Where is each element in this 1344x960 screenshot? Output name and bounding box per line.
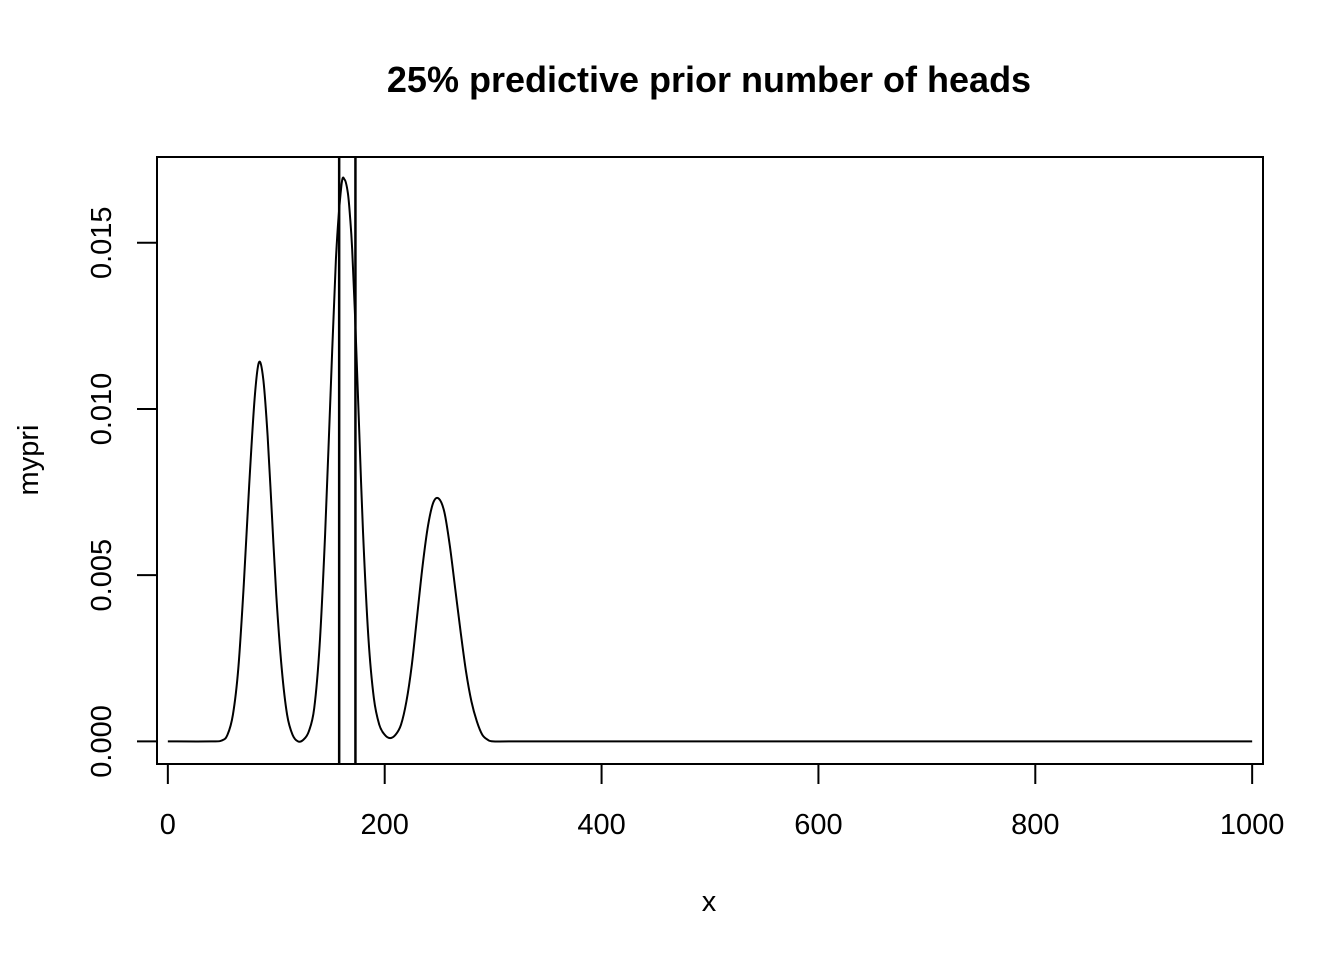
y-tick-label: 0.000 bbox=[86, 705, 118, 778]
x-tick-label: 0 bbox=[160, 809, 176, 841]
x-axis-label: x bbox=[702, 886, 717, 918]
y-tick-label: 0.015 bbox=[86, 206, 118, 279]
x-tick-label: 400 bbox=[577, 809, 625, 841]
x-tick-label: 600 bbox=[794, 809, 842, 841]
chart-title: 25% predictive prior number of heads bbox=[387, 59, 1031, 100]
y-axis-label: mypri bbox=[13, 425, 45, 496]
density-line bbox=[167, 176, 1253, 743]
y-axis: 0.000 0.005 0.010 0.015 bbox=[86, 206, 158, 778]
x-axis: 0 200 400 600 800 1000 bbox=[160, 763, 1285, 841]
y-tick-label: 0.005 bbox=[86, 539, 118, 612]
x-tick-label: 1000 bbox=[1220, 809, 1285, 841]
x-tick-label: 800 bbox=[1011, 809, 1059, 841]
x-tick-label: 200 bbox=[361, 809, 409, 841]
plot-area bbox=[167, 157, 1253, 764]
y-tick-label: 0.010 bbox=[86, 373, 118, 446]
plot-frame bbox=[156, 156, 1264, 765]
